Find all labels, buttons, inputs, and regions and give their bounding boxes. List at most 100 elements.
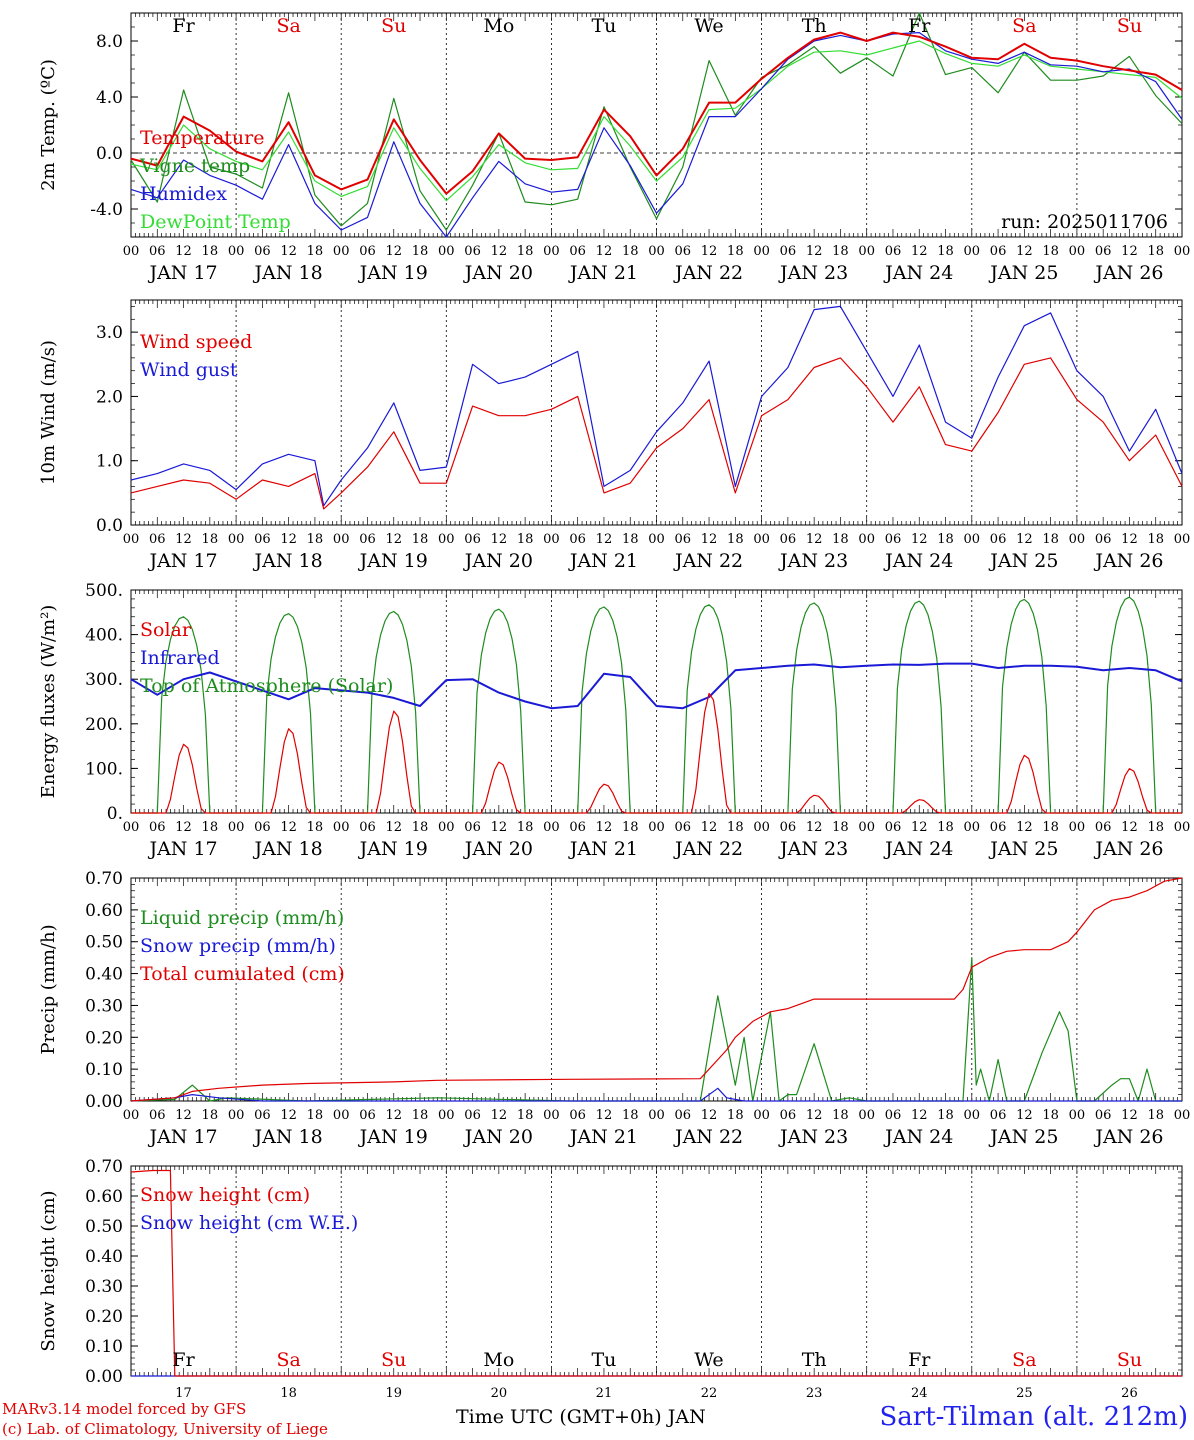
hour-tick-label: 06	[885, 244, 902, 259]
hour-tick-label: 18	[517, 244, 534, 259]
legend-entry: Top of Atmosphere (Solar)	[140, 675, 393, 697]
hour-tick-label: 00	[1069, 532, 1086, 547]
hour-tick-label: 06	[1095, 532, 1112, 547]
date-label: JAN 20	[463, 262, 533, 284]
date-label: JAN 18	[253, 1126, 323, 1148]
y-tick-label: 0.20	[85, 1307, 123, 1327]
series-line-solar	[131, 692, 1182, 814]
series-line-humidex	[130, 31, 1183, 238]
y-axis-label: 2m Temp. (ºC)	[38, 59, 59, 191]
y-tick-label: 0.70	[85, 1157, 123, 1177]
panel-4: 0.00 0.10 0.20 0.30 0.40 0.50 0.60 0.70 Precip (…	[38, 869, 1190, 1148]
hour-tick-label: 00	[1069, 820, 1086, 835]
date-label: JAN 19	[358, 550, 428, 572]
y-tick-label: 0.0	[96, 516, 123, 536]
day-name-label: Tu	[591, 15, 616, 37]
hour-tick-label: 00	[123, 820, 140, 835]
legend-entry: Wind speed	[140, 331, 252, 353]
hour-tick-label: 12	[1016, 532, 1033, 547]
hour-tick-label: 12	[701, 820, 718, 835]
hour-tick-label: 00	[1174, 1108, 1191, 1123]
hour-tick-label: 00	[753, 820, 770, 835]
legend-entry: Liquid precip (mm/h)	[140, 907, 344, 929]
day-number-label: 20	[491, 1386, 508, 1401]
hour-tick-label: 06	[675, 244, 692, 259]
y-tick-label: 200.	[85, 715, 123, 735]
hour-tick-label: 18	[937, 532, 954, 547]
date-label: JAN 19	[358, 838, 428, 860]
day-number-label: 17	[175, 1386, 192, 1401]
hour-tick-label: 12	[280, 820, 297, 835]
hour-tick-label: 18	[202, 820, 219, 835]
hour-tick-label: 06	[254, 1108, 271, 1123]
date-label: JAN 24	[883, 1126, 953, 1148]
hour-tick-label: 06	[780, 820, 797, 835]
y-tick-label: 0.60	[85, 1187, 123, 1207]
y-tick-label: 8.0	[96, 32, 123, 52]
hour-tick-label: 00	[228, 1108, 245, 1123]
hour-tick-label: 06	[990, 244, 1007, 259]
hour-tick-label: 00	[123, 1108, 140, 1123]
date-label: JAN 25	[988, 1126, 1058, 1148]
date-label: JAN 26	[1093, 838, 1163, 860]
y-tick-label: 0.40	[85, 1247, 123, 1267]
series-line-infrared	[130, 662, 1183, 710]
date-label: JAN 17	[147, 550, 217, 572]
hour-tick-label: 12	[385, 820, 402, 835]
day-number-label: 22	[701, 1386, 718, 1401]
date-label: JAN 22	[673, 838, 743, 860]
hour-tick-label: 00	[333, 244, 350, 259]
day-number-label: 19	[385, 1386, 402, 1401]
day-number-label: 24	[911, 1386, 928, 1401]
hour-tick-label: 12	[491, 532, 508, 547]
y-tick-label: 100.	[85, 759, 123, 779]
hour-tick-label: 12	[491, 244, 508, 259]
hour-tick-label: 12	[701, 1108, 718, 1123]
day-number-label: 25	[1016, 1386, 1033, 1401]
y-tick-label: 2.0	[96, 387, 123, 407]
hour-tick-label: 00	[964, 244, 981, 259]
day-name-label: Sa	[276, 1349, 300, 1371]
hour-tick-label: 18	[412, 532, 429, 547]
day-name-label: Sa	[1012, 1349, 1036, 1371]
hour-tick-label: 12	[280, 1108, 297, 1123]
hour-tick-label: 06	[254, 244, 271, 259]
day-name-label: Sa	[1012, 15, 1036, 37]
hour-tick-label: 00	[228, 244, 245, 259]
hour-tick-label: 00	[753, 244, 770, 259]
hour-tick-label: 00	[333, 820, 350, 835]
hour-tick-label: 18	[1042, 532, 1059, 547]
hour-tick-label: 12	[280, 244, 297, 259]
day-name-label: We	[694, 1349, 723, 1371]
hour-tick-label: 18	[307, 820, 324, 835]
hour-tick-label: 00	[1069, 1108, 1086, 1123]
hour-tick-label: 00	[648, 532, 665, 547]
legend-entry: Total cumulated (cm)	[140, 963, 345, 985]
date-label: JAN 22	[673, 550, 743, 572]
hour-tick-label: 00	[858, 820, 875, 835]
hour-tick-label: 18	[517, 532, 534, 547]
day-name-label: Mo	[483, 15, 514, 37]
hour-tick-label: 06	[885, 532, 902, 547]
hour-tick-label: 12	[596, 1108, 613, 1123]
date-label: JAN 18	[253, 262, 323, 284]
hour-tick-label: 18	[1147, 1108, 1164, 1123]
hour-tick-label: 00	[858, 532, 875, 547]
hour-tick-label: 06	[1095, 820, 1112, 835]
day-name-label: We	[694, 15, 723, 37]
hour-tick-label: 12	[175, 532, 192, 547]
hour-tick-label: 00	[123, 532, 140, 547]
hour-tick-label: 06	[780, 244, 797, 259]
day-name-label: Fr	[908, 15, 931, 37]
hour-tick-label: 06	[1095, 244, 1112, 259]
hour-tick-label: 12	[806, 244, 823, 259]
date-label: JAN 17	[147, 262, 217, 284]
y-tick-label: 0.10	[85, 1060, 123, 1080]
hour-tick-label: 12	[911, 1108, 928, 1123]
hour-tick-label: 00	[1174, 820, 1191, 835]
panel-3: 0. 100. 200. 300. 400. 500. Energy fluxes (W/m…	[38, 581, 1190, 860]
hour-tick-label: 18	[412, 244, 429, 259]
series-line-total-cumulated-cm-	[130, 877, 1183, 1102]
date-label: JAN 17	[147, 1126, 217, 1148]
